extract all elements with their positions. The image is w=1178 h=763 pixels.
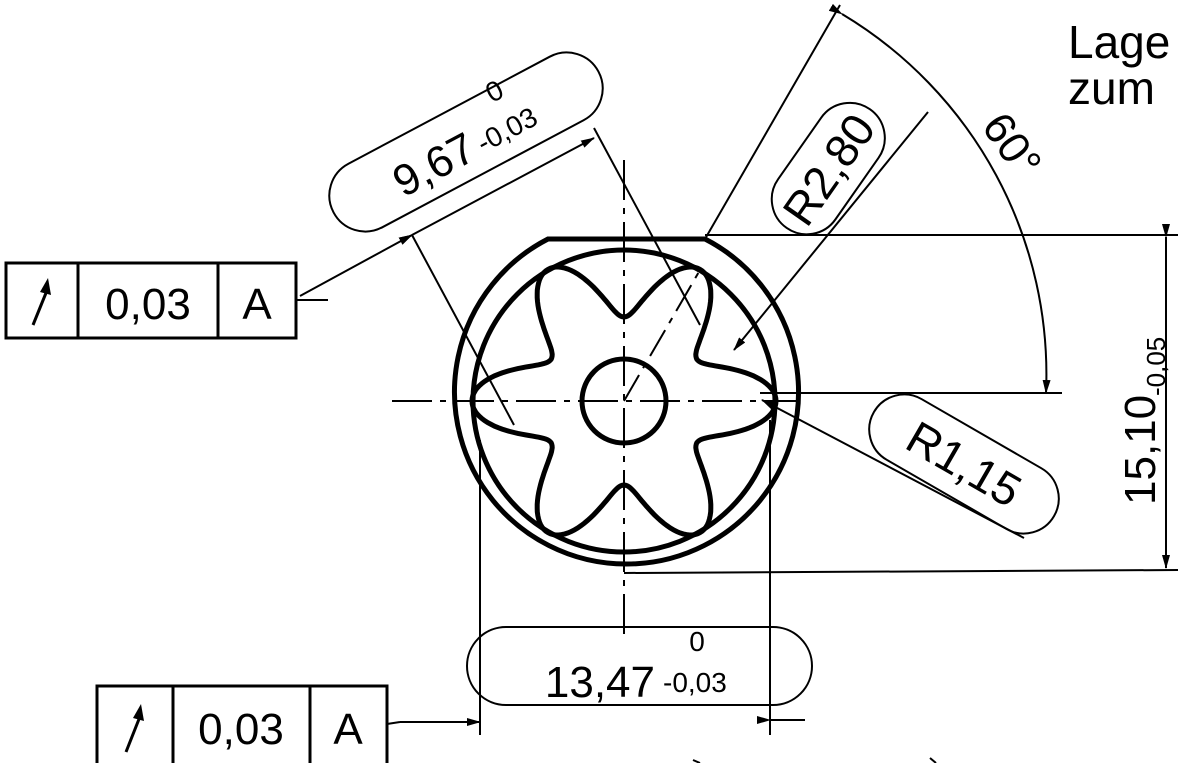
dim-bottom-text: 13,47 0 -0,03 — [545, 626, 727, 707]
frame-top-datum: A — [242, 280, 272, 329]
edge-marks — [692, 757, 937, 763]
angle-label: 60° — [972, 104, 1050, 187]
dim-bottom-lower: -0,03 — [663, 667, 727, 698]
dim-right-value: 15,10 — [1116, 395, 1165, 505]
center-lines — [392, 160, 800, 640]
dim-right-text: 15,10 -0,05 — [1116, 337, 1171, 505]
outer-contour — [452, 236, 801, 567]
frame-bottom-tolerance: 0,03 — [198, 705, 284, 754]
feature-control-frame-bottom: 0,03 A — [95, 684, 401, 763]
runout-arrow-icon — [124, 704, 144, 753]
dim-right-tolerance: -0,05 — [1141, 337, 1171, 396]
frame-top-tolerance: 0,03 — [105, 280, 191, 329]
radius-small-label: R1,15 — [898, 411, 1030, 517]
side-note-line2: zum — [1068, 62, 1155, 114]
runout-arrow-icon — [31, 278, 51, 326]
dimension-lines — [299, 3, 1170, 726]
side-note-line1: Lage — [1068, 16, 1170, 68]
feature-control-frame-top: 0,03 A — [4, 261, 328, 340]
frame-bottom-datum: A — [333, 705, 363, 754]
dim-diagonal-upper: 0 — [480, 74, 508, 109]
radius-large-label: R2,80 — [772, 104, 885, 234]
label-outlines — [328, 51, 1060, 706]
dim-bottom-upper: 0 — [689, 626, 705, 657]
dim-diagonal-lower: -0,03 — [472, 101, 543, 158]
dim-bottom-value: 13,47 — [545, 658, 655, 707]
